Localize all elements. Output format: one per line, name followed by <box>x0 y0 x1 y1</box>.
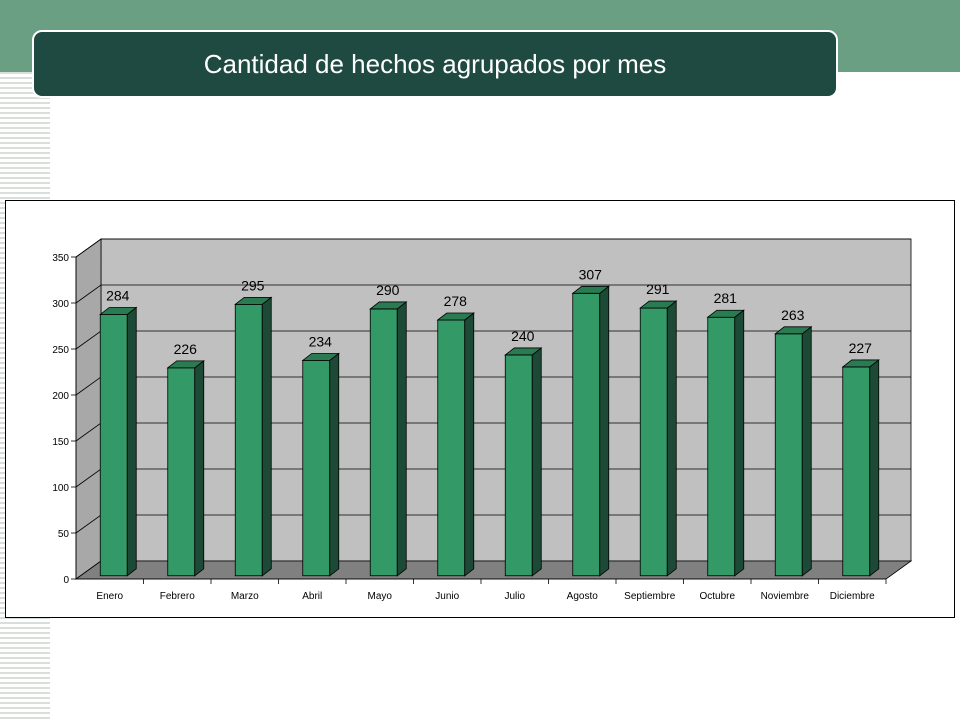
data-label: 227 <box>849 340 873 356</box>
y-tick-label: 200 <box>52 391 69 402</box>
y-tick-label: 150 <box>52 437 69 448</box>
bar-top <box>166 360 205 369</box>
x-tick-label: Julio <box>504 591 525 602</box>
x-tick-label: Junio <box>435 591 459 602</box>
y-tick-label: 250 <box>52 345 69 356</box>
data-label: 234 <box>309 333 333 349</box>
bar-side <box>464 312 475 577</box>
bar-side <box>666 300 677 577</box>
data-label: 240 <box>511 328 535 344</box>
data-label: 291 <box>646 281 670 297</box>
bar-side <box>261 296 272 577</box>
bar-side <box>329 352 340 577</box>
bar <box>167 367 196 577</box>
bar-top <box>639 300 678 309</box>
x-tick-label: Agosto <box>567 591 599 602</box>
bar-top <box>841 359 880 368</box>
bar-side <box>396 301 407 577</box>
y-tick-label: 100 <box>52 483 69 494</box>
x-tick-label: Marzo <box>231 591 259 602</box>
data-label: 290 <box>376 282 400 298</box>
bar <box>842 366 871 577</box>
data-label: 226 <box>174 341 198 357</box>
bar-side <box>734 309 745 577</box>
x-tick-label: Diciembre <box>830 591 875 602</box>
bar-side <box>531 347 542 577</box>
slide-title: Cantidad de hechos agrupados por mes <box>203 48 667 79</box>
data-label: 281 <box>714 290 738 306</box>
bar <box>707 316 736 577</box>
bar-side <box>599 285 610 577</box>
bar <box>437 319 466 577</box>
bar-top <box>774 326 813 335</box>
gridline <box>75 238 911 258</box>
bar <box>302 360 331 577</box>
bar <box>572 292 601 577</box>
plot-side-wall <box>75 238 102 580</box>
bar-top <box>571 285 610 294</box>
bar <box>774 333 803 577</box>
bar-top <box>99 307 138 315</box>
gridline <box>75 284 911 304</box>
x-tick-label: Septiembre <box>624 591 676 602</box>
x-tick-label: Noviembre <box>761 591 810 602</box>
bar-side <box>194 360 205 577</box>
bar-top <box>369 301 408 310</box>
data-label: 278 <box>444 293 468 309</box>
x-tick-label: Mayo <box>368 591 393 602</box>
x-tick-label: Abril <box>302 591 322 602</box>
bar-side <box>801 325 812 577</box>
y-tick-label: 50 <box>58 529 70 540</box>
slide-title-bar: Cantidad de hechos agrupados por mes <box>32 30 838 98</box>
bar-chart: 0 50 100 150 200 250 300 350 284 Enero 226 Febrero 2… <box>52 238 913 602</box>
x-tick-label: Febrero <box>160 591 195 602</box>
bar-top <box>504 347 543 356</box>
data-label: 295 <box>241 277 265 293</box>
bar-side <box>869 359 880 577</box>
bar-top <box>706 309 745 318</box>
bar <box>99 314 128 577</box>
y-tick-label: 300 <box>52 299 69 310</box>
bar-top <box>436 312 475 321</box>
data-label: 307 <box>579 266 603 282</box>
y-tick-label: 350 <box>52 253 69 264</box>
bar <box>504 354 533 577</box>
y-tick-label: 0 <box>63 575 69 586</box>
bar-top <box>301 353 340 361</box>
x-tick-label: Enero <box>96 591 123 602</box>
bar <box>369 308 398 577</box>
bar <box>234 303 263 577</box>
data-label: 284 <box>106 287 130 303</box>
data-label: 263 <box>781 307 805 323</box>
x-tick-label: Octubre <box>699 591 735 602</box>
chart-frame: 0 50 100 150 200 250 300 350 284 Enero 226 Febrero 2… <box>5 200 955 618</box>
bar <box>639 307 668 577</box>
bar-top <box>234 296 273 305</box>
bar-side <box>126 306 137 577</box>
